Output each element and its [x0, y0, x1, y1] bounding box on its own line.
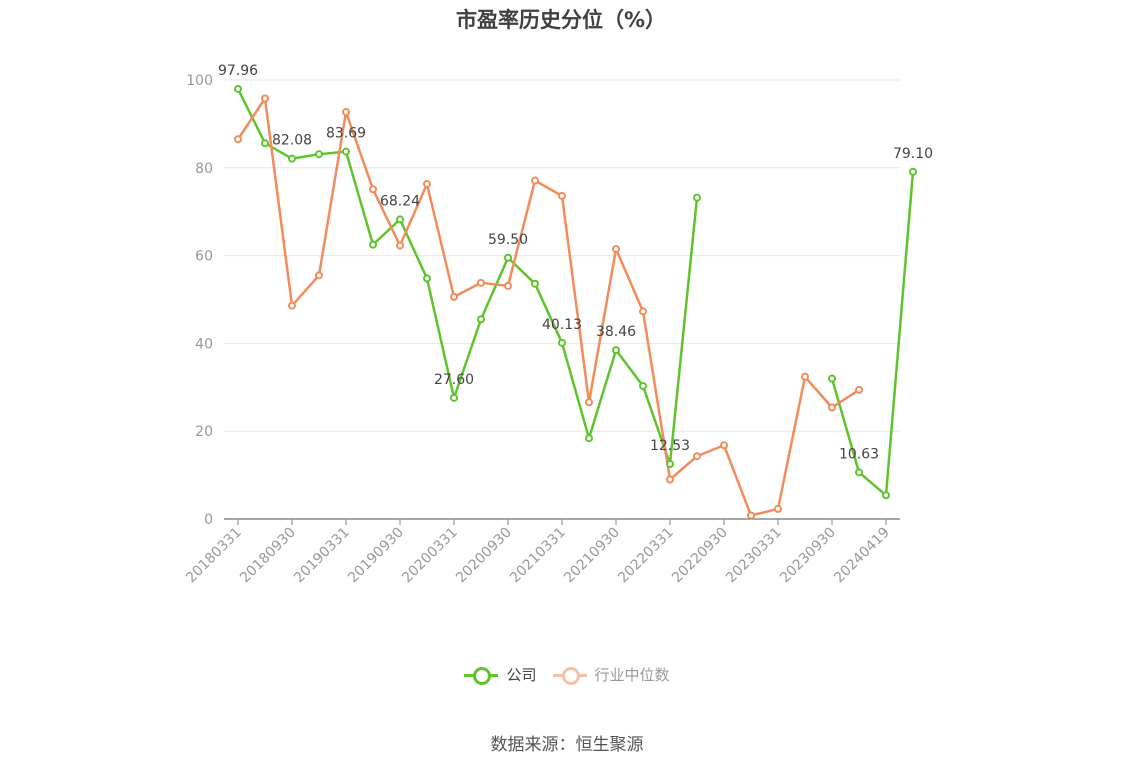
- y-tick-label: 20: [195, 424, 213, 440]
- data-point-industry[interactable]: [693, 452, 701, 461]
- label-layer: 97.96 82.08 83.69 68.24 27.60 59.50 40.13 38.46…: [218, 63, 933, 462]
- data-point-industry[interactable]: [774, 504, 782, 513]
- series-line-company: [830, 171, 915, 497]
- data-point-industry[interactable]: [612, 245, 620, 254]
- data-point-industry[interactable]: [720, 441, 728, 450]
- x-tick-label: 20190930: [345, 525, 407, 587]
- data-point-company[interactable]: [477, 315, 485, 324]
- x-tick-label: 20180331: [183, 525, 245, 587]
- x-tick-label: 20180930: [237, 525, 299, 587]
- data-point-industry[interactable]: [450, 292, 458, 301]
- data-point-industry[interactable]: [369, 185, 377, 194]
- x-tick-label: 20210930: [561, 525, 623, 587]
- legend-item-company[interactable]: 公司: [464, 664, 537, 685]
- x-tick-label: 20220930: [669, 525, 731, 587]
- x-tick-label: 20200930: [453, 525, 515, 587]
- data-point-company[interactable]: [342, 147, 350, 156]
- data-point-industry[interactable]: [396, 241, 404, 250]
- data-label-company: 10.63: [839, 446, 879, 462]
- y-tick-label: 40: [195, 336, 213, 352]
- x-tick-label: 20230331: [723, 525, 785, 587]
- series-line-company: [236, 88, 699, 466]
- series-line-industry: [236, 97, 860, 517]
- data-label-company: 68.24: [380, 193, 420, 209]
- legend-label-industry: 行业中位数: [594, 666, 670, 684]
- data-point-industry[interactable]: [234, 135, 242, 144]
- legend-swatch-company: [464, 665, 499, 685]
- data-point-industry[interactable]: [477, 278, 485, 287]
- data-point-company[interactable]: [450, 393, 458, 402]
- data-point-company[interactable]: [423, 274, 431, 283]
- data-source-note: 数据来源：恒生聚源: [490, 735, 644, 755]
- y-tick-label: 100: [186, 73, 213, 89]
- data-point-industry[interactable]: [531, 176, 539, 185]
- data-point-company[interactable]: [315, 150, 323, 159]
- data-point-industry[interactable]: [261, 94, 269, 103]
- data-label-company: 59.50: [488, 232, 528, 248]
- data-point-company[interactable]: [369, 240, 377, 249]
- data-point-company[interactable]: [693, 193, 701, 202]
- data-point-company[interactable]: [396, 215, 404, 224]
- data-label-company: 83.69: [326, 126, 366, 142]
- data-point-company[interactable]: [909, 167, 917, 176]
- data-label-company: 79.10: [893, 146, 933, 162]
- data-point-industry[interactable]: [423, 180, 431, 189]
- data-point-industry[interactable]: [801, 372, 809, 381]
- data-point-company[interactable]: [882, 491, 890, 500]
- data-point-industry[interactable]: [828, 403, 836, 412]
- y-tick-label: 0: [204, 512, 213, 528]
- x-tick-label: 20220331: [615, 525, 677, 587]
- data-point-industry[interactable]: [855, 385, 863, 394]
- data-point-industry[interactable]: [342, 108, 350, 117]
- y-tick-label: 60: [195, 249, 213, 265]
- data-label-company: 82.08: [272, 133, 312, 149]
- data-point-industry[interactable]: [585, 398, 593, 407]
- x-tick-label: 20190331: [291, 525, 353, 587]
- series-layer: [234, 84, 917, 520]
- data-point-company[interactable]: [234, 84, 242, 93]
- x-tick-label: 20230930: [777, 525, 839, 587]
- data-point-company[interactable]: [612, 346, 620, 355]
- legend: 公司 行业中位数: [0, 664, 1134, 685]
- data-point-industry[interactable]: [504, 281, 512, 290]
- data-point-company[interactable]: [855, 468, 863, 477]
- data-point-company[interactable]: [639, 381, 647, 390]
- legend-label-company: 公司: [506, 666, 537, 684]
- data-label-company: 38.46: [596, 324, 636, 340]
- chart-title: 市盈率历史分位（%）: [455, 8, 667, 32]
- data-point-industry[interactable]: [639, 307, 647, 316]
- y-tick-label: 80: [195, 161, 213, 177]
- data-point-company[interactable]: [828, 374, 836, 383]
- data-point-industry[interactable]: [558, 191, 566, 200]
- data-point-company[interactable]: [666, 459, 674, 468]
- data-point-company[interactable]: [261, 139, 269, 148]
- data-label-company: 27.60: [434, 372, 474, 388]
- x-tick-label: 20210331: [507, 525, 569, 587]
- data-label-company: 40.13: [542, 317, 582, 333]
- x-tick-label: 20200331: [399, 525, 461, 587]
- data-point-company[interactable]: [531, 279, 539, 288]
- data-point-company[interactable]: [504, 253, 512, 262]
- data-point-industry[interactable]: [288, 301, 296, 310]
- data-point-industry[interactable]: [747, 511, 755, 520]
- data-point-company[interactable]: [558, 338, 566, 347]
- data-point-company[interactable]: [585, 434, 593, 443]
- data-point-industry[interactable]: [315, 271, 323, 280]
- data-label-company: 12.53: [650, 438, 690, 454]
- data-point-company[interactable]: [288, 154, 296, 163]
- data-label-company: 97.96: [218, 63, 258, 79]
- legend-item-industry[interactable]: 行业中位数: [552, 664, 670, 685]
- legend-swatch-industry: [552, 665, 587, 685]
- data-point-industry[interactable]: [666, 475, 674, 484]
- x-tick-label: 20240419: [831, 525, 893, 587]
